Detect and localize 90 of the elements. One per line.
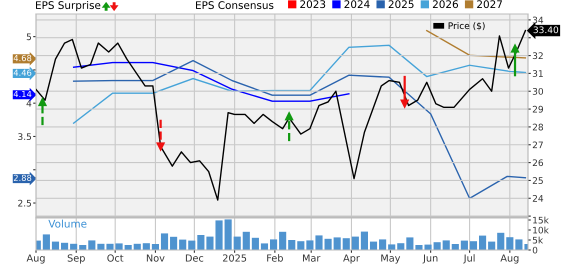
bar xyxy=(488,242,496,250)
bar xyxy=(79,245,86,250)
bar xyxy=(360,232,368,250)
bar xyxy=(279,232,286,250)
x-tick-label: Apr xyxy=(343,254,360,264)
bar xyxy=(88,240,96,250)
bar xyxy=(215,220,223,250)
y-tick-label: 4 xyxy=(26,100,32,107)
legend-label: 2024 xyxy=(344,0,370,8)
x-tick-label: Aug xyxy=(500,254,518,264)
bar xyxy=(424,244,432,250)
y-tick-label: 4.14 xyxy=(14,90,32,98)
y-tick-label: 5 xyxy=(26,33,32,40)
legend-label: 2025 xyxy=(388,0,414,8)
y-tick-label: 0 xyxy=(532,246,538,254)
legend-label: 2026 xyxy=(432,0,458,8)
point xyxy=(156,142,165,151)
bar xyxy=(470,241,478,250)
x-tick-label: Feb xyxy=(267,254,283,262)
x-tick-label: Mar xyxy=(302,254,320,262)
x-tick-label: Jun xyxy=(422,254,438,264)
x-tick-label: Jul xyxy=(463,254,475,264)
y-tick-label: 15k xyxy=(533,216,549,224)
data-label: 33.40 xyxy=(534,26,558,34)
bar xyxy=(170,236,178,250)
bar xyxy=(142,243,150,250)
y2-tick-label: 27 xyxy=(532,141,543,148)
bar xyxy=(370,242,378,250)
chart-title: Volume xyxy=(48,220,86,228)
point xyxy=(400,100,409,108)
y-tick-label: 10k xyxy=(533,226,549,234)
x-tick-label: Aug xyxy=(26,254,45,264)
bar xyxy=(334,237,341,250)
legend-label: 2023 xyxy=(300,0,326,8)
y-tick-label: 5k xyxy=(532,236,544,244)
bar xyxy=(497,232,504,250)
bar xyxy=(252,238,259,250)
bar xyxy=(324,238,332,250)
bar xyxy=(352,236,359,250)
y-tick-label: 3.5 xyxy=(18,133,32,140)
legend-label: Price ($) xyxy=(448,22,485,30)
x-tick-label: Nov xyxy=(146,254,165,262)
point xyxy=(510,44,520,53)
y2-tick-label: 30 xyxy=(532,88,544,95)
bar xyxy=(206,236,214,250)
bar xyxy=(52,242,60,250)
point xyxy=(284,112,294,120)
bar xyxy=(315,235,323,250)
bar xyxy=(306,240,314,250)
bar xyxy=(478,236,486,250)
x-tick-label: May xyxy=(381,254,400,264)
y-tick-label: 2.5 xyxy=(18,200,32,207)
x-tick-label: 2025 xyxy=(222,254,246,262)
line-series xyxy=(72,60,526,200)
bar xyxy=(515,239,522,250)
bar xyxy=(379,239,386,250)
legend-title: EPS Consensus xyxy=(196,1,274,10)
legend-label: 2027 xyxy=(477,0,502,8)
x-tick-label: Dec xyxy=(186,254,204,262)
y-axis-title: EPS Surprise xyxy=(36,1,100,12)
line-series xyxy=(72,62,350,102)
line-series xyxy=(72,44,526,124)
y2-tick-label: 32 xyxy=(532,52,543,60)
bar xyxy=(160,233,168,250)
y2-tick-label: 34 xyxy=(532,16,544,24)
bar xyxy=(460,240,468,250)
bar xyxy=(197,235,204,250)
bar xyxy=(42,234,50,250)
x-tick-label: Oct xyxy=(107,254,124,262)
bar xyxy=(224,219,232,250)
y2-tick-label: 28 xyxy=(532,124,544,130)
y2-tick-label: 24 xyxy=(532,195,544,202)
bar xyxy=(434,242,441,250)
bar xyxy=(406,237,414,250)
point xyxy=(38,98,47,106)
bar xyxy=(270,239,278,250)
y-tick-label: 4.46 xyxy=(14,70,32,76)
y2-tick-label: 31 xyxy=(532,70,543,77)
bar xyxy=(297,241,304,250)
bar xyxy=(288,240,296,250)
y2-tick-label: 26 xyxy=(532,159,544,166)
y2-tick-label: 25 xyxy=(532,177,543,184)
bar xyxy=(506,237,514,250)
bar xyxy=(134,244,141,250)
x-tick-label: Sep xyxy=(68,254,85,264)
y-tick-label: 2.88 xyxy=(14,174,32,182)
y2-tick-label: 29 xyxy=(532,106,544,113)
bar xyxy=(342,238,350,250)
bar xyxy=(152,244,159,250)
y-tick-label: 4.68 xyxy=(14,54,32,62)
